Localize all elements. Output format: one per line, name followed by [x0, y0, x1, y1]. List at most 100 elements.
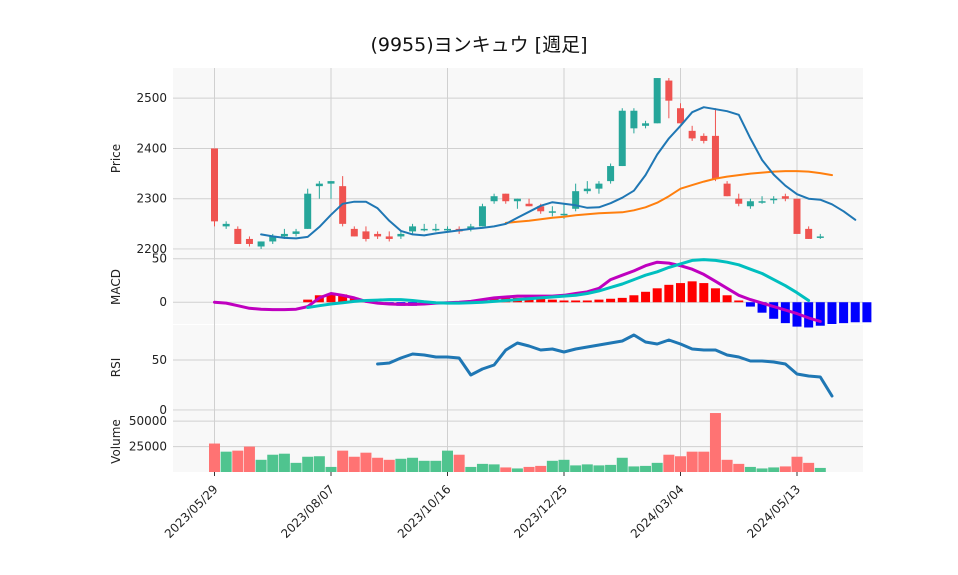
- volume-bar: [278, 453, 290, 472]
- candle-body: [211, 148, 218, 222]
- candle-body: [513, 198, 521, 202]
- candle-body: [735, 198, 743, 204]
- macd-histogram-bar: [827, 302, 837, 324]
- volume-bar: [651, 462, 663, 472]
- volume-bar: [465, 466, 477, 472]
- candle-body: [327, 181, 335, 184]
- volume-bar: [255, 459, 267, 472]
- macd-histogram-bar: [804, 302, 814, 328]
- volume-bar: [267, 454, 279, 472]
- volume-bar: [383, 459, 395, 472]
- macd-line: [213, 260, 822, 323]
- candle-body: [490, 196, 498, 202]
- volume-bar: [500, 467, 512, 472]
- macd-histogram-bar: [617, 297, 627, 303]
- macd-panel-bg: [173, 250, 863, 324]
- candle-body: [595, 183, 603, 189]
- macd-histogram-bar: [536, 298, 546, 303]
- candle-body: [781, 196, 789, 199]
- macd-histogram-bar: [699, 283, 709, 303]
- macd-histogram-bar: [326, 293, 336, 303]
- candle-body: [502, 193, 510, 202]
- macd-signal-line: [306, 258, 811, 309]
- candle-body: [816, 236, 824, 238]
- moving-average-long: [504, 170, 833, 224]
- volume-bar: [535, 465, 547, 472]
- volume-bar: [581, 464, 593, 472]
- volume-bar: [733, 463, 745, 472]
- x-tick-label: 2023/10/16: [395, 482, 454, 541]
- candle-body: [362, 231, 370, 239]
- candle-body: [548, 211, 556, 213]
- volume-bar: [721, 459, 733, 472]
- volume-bar: [453, 454, 465, 472]
- volume-tick-label: 25000: [129, 440, 167, 454]
- volume-bar: [663, 454, 675, 472]
- macd-histogram-bar: [862, 302, 872, 323]
- candle-body: [234, 228, 242, 244]
- volume-bar: [313, 456, 325, 472]
- price-tick-label: 2400: [136, 141, 167, 155]
- macd-histogram-bar: [559, 300, 569, 303]
- volume-bar: [709, 413, 721, 472]
- candle-body: [409, 226, 417, 232]
- macd-histogram-bar: [571, 300, 581, 303]
- candle-body: [607, 166, 615, 182]
- volume-bar: [407, 457, 419, 472]
- x-tick-label: 2024/05/13: [744, 482, 803, 541]
- rsi-tick-label: 0: [159, 403, 167, 417]
- x-tick-label: 2023/05/29: [162, 482, 221, 541]
- volume-bar: [605, 464, 617, 472]
- volume-bar: [686, 451, 698, 472]
- candle-body: [700, 135, 708, 141]
- macd-histogram-bar: [815, 302, 825, 326]
- price-tick-label: 2200: [136, 242, 167, 256]
- candle-body: [618, 110, 626, 167]
- candle-body: [280, 233, 288, 237]
- price-tick-label: 2500: [136, 91, 167, 105]
- candle-body: [222, 223, 230, 227]
- volume-bar: [593, 465, 605, 472]
- rsi-line: [376, 333, 834, 398]
- candle-body: [746, 201, 754, 207]
- candle-body: [385, 236, 393, 239]
- macd-histogram-bar: [757, 302, 767, 313]
- candle-body: [315, 183, 323, 187]
- volume-bar: [302, 456, 314, 472]
- candle-body: [269, 236, 277, 242]
- macd-tick-label: 50: [152, 252, 167, 266]
- volume-bar: [325, 466, 337, 472]
- chart-title: (9955)ヨンキュウ [週足]: [370, 34, 588, 56]
- candle-body: [245, 238, 253, 244]
- macd-histogram-bar: [606, 298, 616, 303]
- volume-axis-label: Volume: [109, 419, 123, 464]
- candle-body: [444, 228, 451, 231]
- candle-body: [560, 213, 568, 216]
- candle-body: [583, 188, 591, 192]
- candle-body: [653, 78, 661, 124]
- volume-bar: [243, 446, 255, 472]
- volume-bar: [546, 460, 558, 472]
- macd-histogram-bar: [745, 302, 755, 307]
- macd-histogram-bar: [710, 288, 720, 303]
- candle-body: [711, 135, 719, 179]
- candle-body: [420, 228, 428, 231]
- volume-bar: [360, 452, 372, 472]
- candle-body: [688, 130, 696, 139]
- macd-histogram-bar: [687, 281, 697, 303]
- volume-bar: [476, 463, 488, 472]
- volume-bar: [418, 460, 430, 472]
- rsi-panel-bg: [173, 325, 863, 410]
- volume-bar: [511, 468, 523, 472]
- macd-histogram-bar: [769, 302, 779, 319]
- volume-bar: [791, 456, 803, 472]
- volume-bar: [209, 443, 220, 472]
- volume-bar: [220, 451, 232, 472]
- macd-histogram-bar: [641, 291, 651, 303]
- price-axis-label: Price: [109, 144, 123, 173]
- volume-bar: [779, 466, 791, 472]
- volume-bar: [640, 465, 652, 472]
- volume-bar: [442, 450, 453, 472]
- volume-bar: [488, 464, 500, 472]
